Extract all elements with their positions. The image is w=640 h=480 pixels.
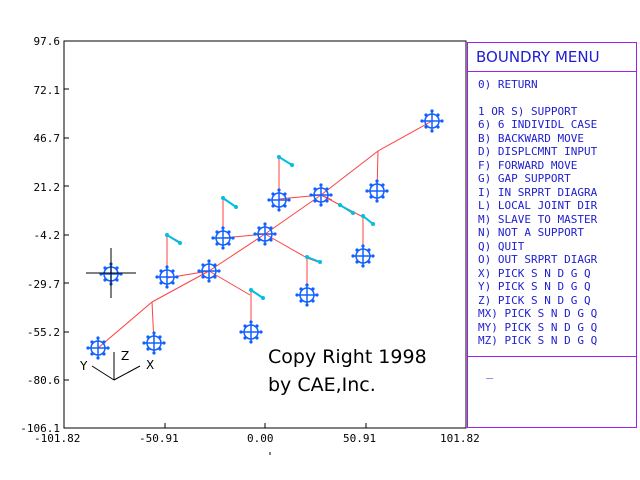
menu-item[interactable]: 6) 6 INDIVIDL CASE [478, 118, 598, 131]
x-tick-label: 50.91 [343, 432, 377, 445]
support-icon [211, 226, 235, 250]
member-line [208, 233, 266, 272]
support-icon [351, 244, 375, 268]
arrow-head [261, 296, 265, 300]
triad-y-label: Y [79, 359, 88, 373]
menu-item[interactable]: M) SLAVE TO MASTER [478, 212, 598, 226]
y-tick-label: 97.6 [33, 35, 61, 48]
y-tick-label: -80.6 [26, 374, 60, 387]
menu-item[interactable]: I) IN SRPRT DIAGRA [478, 185, 598, 199]
arrow-icon [278, 156, 293, 166]
menu-item[interactable]: Q) QUIT [478, 239, 525, 253]
menu-spacer [468, 92, 636, 105]
menu-item[interactable]: N) NOT A SUPPORT [478, 226, 584, 239]
support-icon [142, 331, 166, 355]
support-icon [239, 320, 263, 344]
y-tick-label: -106.1 [20, 422, 60, 435]
y-tick-label: -29.7 [26, 278, 60, 291]
arrow-head [221, 196, 225, 200]
arrow-head [361, 214, 365, 218]
x-tick-label: 101.82 [440, 432, 480, 445]
arrow-head [290, 163, 294, 167]
support-icon [309, 183, 333, 207]
menu-item[interactable]: MZ) PICK S N D G Q [478, 334, 598, 347]
member-line [320, 194, 333, 201]
command-input[interactable]: _ [486, 365, 494, 379]
menu-item[interactable]: O) OUT SRPRT DIAGR [478, 253, 598, 266]
arrow-head [178, 241, 182, 245]
member-line [264, 194, 322, 235]
support-icon [197, 259, 221, 283]
member-line [151, 270, 210, 303]
support-icon [155, 265, 179, 289]
arrow-icon [222, 197, 237, 208]
menu-item[interactable]: Z) PICK S N D G Q [478, 293, 591, 307]
arrow-icon [166, 234, 181, 244]
arrow-head [234, 205, 238, 209]
arrow-icon [250, 289, 264, 299]
member-line [208, 270, 251, 296]
support-icon [86, 336, 110, 360]
arrow-head [351, 211, 355, 215]
arrow-icon [362, 215, 374, 225]
menu-item[interactable]: L) LOCAL JOINT DIR [478, 199, 598, 212]
x-tick-label: -50.91 [139, 432, 179, 445]
support-icon [253, 222, 277, 246]
arrow-icon [339, 204, 354, 214]
x-tick-label: -101.82 [34, 432, 81, 445]
menu-item[interactable]: MX) PICK S N D G Q [478, 307, 598, 320]
menu-item[interactable]: B) BACKWARD MOVE [478, 131, 584, 145]
x-tick-label: 0.00 [247, 432, 274, 445]
member-line [320, 150, 379, 196]
support-icon [420, 109, 444, 133]
member-line [377, 120, 433, 152]
menu-item[interactable]: X) PICK S N D G Q [478, 266, 591, 280]
y-tick-label: 21.2 [33, 181, 61, 194]
support-icon [267, 188, 291, 212]
copyright-line-1: Copy Right 1998 [268, 346, 427, 368]
arrow-head [277, 155, 281, 159]
menu-title: BOUNDRY MENU [468, 43, 636, 72]
axis-ticks [63, 40, 467, 429]
y-tick-label: 46.7 [33, 132, 61, 145]
direction-arrows [165, 155, 375, 300]
menu-item[interactable]: 1 OR S) SUPPORT [478, 104, 578, 118]
axis-triad-icon [91, 352, 141, 381]
menu-item[interactable]: 0) RETURN [478, 78, 538, 91]
cursor-crosshair-icon [86, 248, 136, 298]
triad-z-label: Z [121, 349, 129, 363]
support-icons [86, 109, 444, 360]
triad-x-label: X [146, 358, 154, 372]
member-line [264, 233, 308, 259]
menu-item[interactable]: Y) PICK S N D G Q [478, 280, 591, 293]
arrow-head [165, 233, 169, 237]
support-icon [295, 283, 319, 307]
menu-item[interactable]: MY) PICK S N D G Q [478, 320, 598, 334]
copyright-line-2: by CAE,Inc. [268, 374, 376, 396]
menu-item[interactable]: D) DISPLCMNT INPUT [478, 145, 598, 158]
support-icon [365, 179, 389, 203]
arrow-head [249, 288, 253, 292]
arrow-icon [306, 256, 321, 263]
arrow-head [305, 255, 309, 259]
y-tick-label: -4.2 [33, 229, 61, 242]
menu-item[interactable]: F) FORWARD MOVE [478, 158, 578, 172]
boundary-menu-panel: BOUNDRY MENU 0) RETURN 1 OR S) SUPPORT 6) … [467, 42, 637, 428]
menu-items: 0) RETURN 1 OR S) SUPPORT 6) 6 INDIVIDL CA… [468, 72, 636, 357]
arrow-head [318, 260, 322, 264]
y-tick-label: 72.1 [33, 84, 61, 97]
arrow-head [371, 222, 375, 226]
y-tick-label: -55.2 [26, 326, 60, 339]
arrow-head [338, 203, 342, 207]
menu-item[interactable]: G) GAP SUPPORT [478, 172, 571, 185]
member-line [97, 301, 153, 349]
